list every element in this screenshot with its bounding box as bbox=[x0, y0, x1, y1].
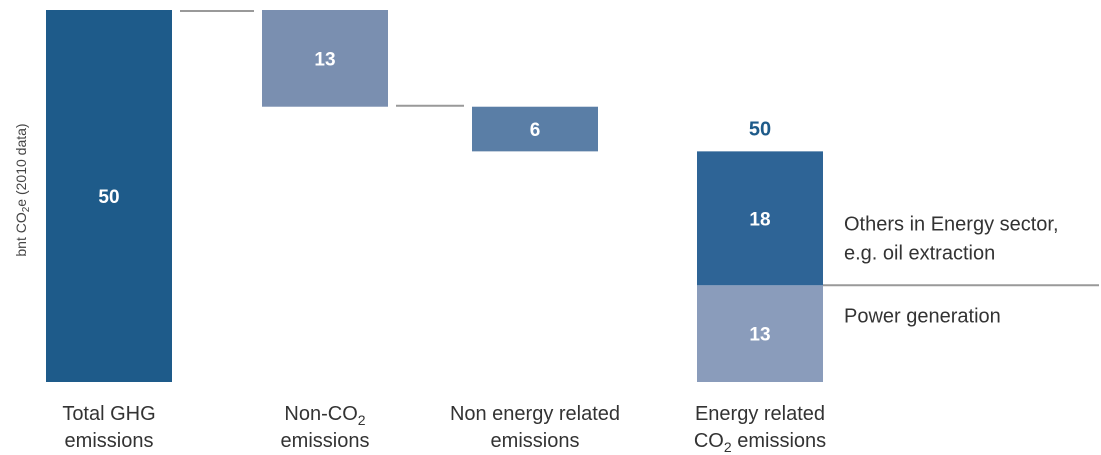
category-label-3-line-1: Non energy related bbox=[450, 403, 620, 425]
category-label-4-line-2: CO2 emissions bbox=[694, 430, 826, 455]
segment-note-2-line-2: e.g. oil extraction bbox=[844, 242, 995, 264]
stack-total-label: 50 bbox=[749, 118, 771, 140]
segment-note-2-line-1: Others in Energy sector, bbox=[844, 213, 1059, 235]
bar-1 bbox=[46, 10, 172, 382]
bars-layer bbox=[46, 10, 823, 382]
stack-segment-label-2: 18 bbox=[749, 209, 770, 230]
category-label-1-line-2: emissions bbox=[65, 430, 154, 452]
bar-3 bbox=[472, 106, 598, 152]
labels-layer: 50 13 6 13 18 50 Power generation Others in Ene… bbox=[13, 49, 1059, 455]
category-label-1-line-1: Total GHG bbox=[62, 403, 155, 425]
stack-segment-label-1: 13 bbox=[749, 325, 770, 346]
bar-value-label-3: 6 bbox=[530, 120, 541, 141]
bar-2 bbox=[262, 10, 388, 107]
bar-value-label-1: 50 bbox=[98, 187, 119, 208]
y-axis-label: bnt CO2e (2010 data) bbox=[13, 123, 32, 256]
segment-note-1-line-1: Power generation bbox=[844, 305, 1001, 327]
category-label-2-line-1: Non-CO2 bbox=[284, 403, 365, 428]
bar-value-label-2: 13 bbox=[314, 49, 335, 70]
connectors-layer bbox=[180, 10, 1099, 287]
category-label-2-line-2: emissions bbox=[281, 430, 370, 452]
stack-segment-2 bbox=[697, 151, 823, 286]
category-label-3-line-2: emissions bbox=[491, 430, 580, 452]
stack-segment-1 bbox=[697, 285, 823, 382]
category-label-4-line-1: Energy related bbox=[695, 403, 825, 425]
